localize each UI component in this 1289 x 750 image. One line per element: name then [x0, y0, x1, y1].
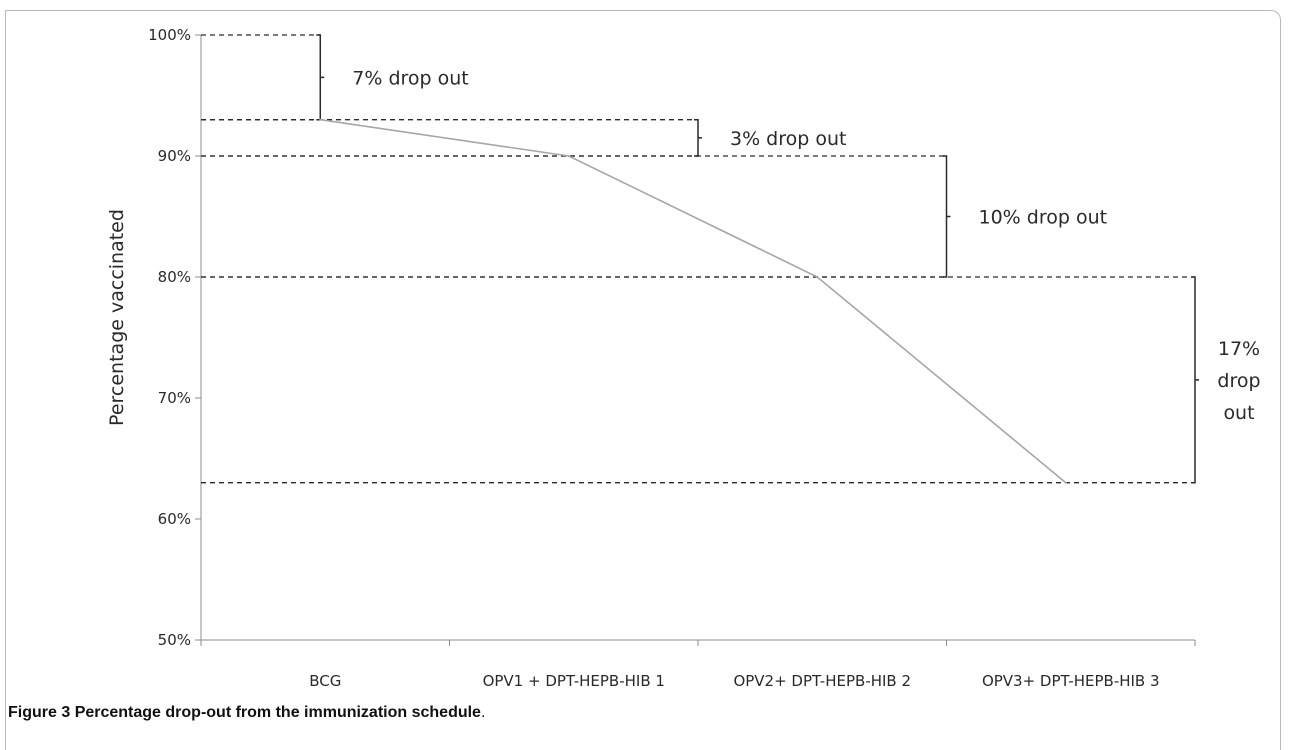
- drop-out-chart: 50% 60% 70% 80% 90% 100% BCG OPV1 + DPT-HEPB-HI…: [106, 26, 1261, 690]
- caption-label: Figure 3: [8, 704, 71, 721]
- data-point-0: [319, 118, 322, 121]
- drop-label-0-0: 7% drop out: [352, 67, 468, 89]
- drop-bracket-3: [1191, 276, 1199, 484]
- x-tick-label-1: OPV1 + DPT-HEPB-HIB 1: [483, 672, 665, 690]
- y-tick-label-70: 70%: [158, 389, 191, 407]
- data-point-1: [567, 155, 570, 157]
- y-axis-title: Percentage vaccinated: [106, 209, 128, 426]
- figure: 50% 60% 70% 80% 90% 100% BCG OPV1 + DPT-HEPB-HI…: [5, 10, 1281, 750]
- data-point-2: [816, 276, 819, 278]
- y-tick-label-80: 80%: [158, 268, 191, 286]
- figure-frame: [5, 10, 1281, 750]
- drop-label-3-2: out: [1223, 402, 1254, 424]
- drop-label-3-0: 17%: [1218, 338, 1260, 360]
- caption-text: Figure 3 Percentage drop-out from the im…: [8, 704, 481, 721]
- caption-title: Percentage drop-out from the immunizatio…: [74, 704, 481, 721]
- x-tick-label-3: OPV3+ DPT-HEPB-HIB 3: [982, 672, 1160, 690]
- drop-label-3-1: drop: [1217, 370, 1260, 392]
- x-tick-label-0: BCG: [309, 672, 341, 690]
- figure-caption: Figure 3 Percentage drop-out from the im…: [8, 704, 485, 722]
- drop-label-1-0: 3% drop out: [730, 128, 846, 150]
- y-tick-label-100: 100%: [148, 26, 191, 44]
- y-tick-label-60: 60%: [158, 510, 191, 528]
- data-point-3: [1064, 481, 1067, 484]
- drop-bracket-0: [316, 34, 325, 121]
- drop-bracket-1: [694, 118, 702, 157]
- y-tick-label-50: 50%: [158, 631, 191, 649]
- x-tick-label-2: OPV2+ DPT-HEPB-HIB 2: [733, 672, 911, 690]
- caption-end: .: [480, 704, 486, 721]
- drop-bracket-2: [942, 155, 951, 278]
- y-tick-label-90: 90%: [158, 147, 191, 165]
- series-line: [320, 118, 1067, 484]
- drop-label-2-0: 10% drop out: [979, 207, 1108, 229]
